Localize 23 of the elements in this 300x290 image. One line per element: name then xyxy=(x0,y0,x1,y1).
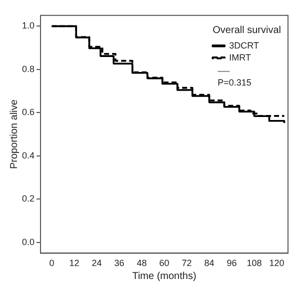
y-tick-label: 0.0 xyxy=(22,236,35,247)
y-tick-label: 0.2 xyxy=(22,194,35,204)
x-axis-title: Time (months) xyxy=(132,270,196,282)
x-tick-label: 0 xyxy=(49,258,54,268)
x-tick-label: 120 xyxy=(269,258,284,268)
x-tick-label: 108 xyxy=(246,258,262,268)
annotation: P=0.315 xyxy=(218,77,252,88)
x-tick-label: 48 xyxy=(136,258,147,268)
legend-label: 3DCRT xyxy=(229,40,260,50)
y-tick-label: 0.4 xyxy=(22,150,35,160)
y-tick-label: 0.8 xyxy=(22,64,35,74)
x-tick-label: 12 xyxy=(69,258,80,268)
x-tick-label: 72 xyxy=(182,258,192,268)
x-tick-label: 84 xyxy=(204,258,214,268)
y-axis-title: Proportion alive xyxy=(8,99,20,170)
x-tick-label: 24 xyxy=(92,258,102,268)
y-tick-label: 1.0 xyxy=(22,20,35,31)
x-tick-label: 36 xyxy=(114,258,124,268)
x-tick-label: 96 xyxy=(226,258,237,268)
x-tick-label: 60 xyxy=(159,258,170,268)
legend-title: Overall survival xyxy=(212,25,282,36)
y-tick-label: 0.6 xyxy=(22,107,35,118)
legend-label: IMRT xyxy=(229,52,252,62)
